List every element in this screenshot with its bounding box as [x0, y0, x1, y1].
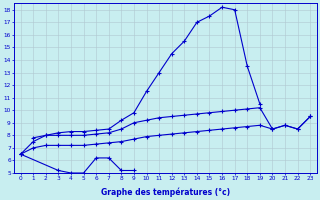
X-axis label: Graphe des températures (°c): Graphe des températures (°c)	[101, 187, 230, 197]
